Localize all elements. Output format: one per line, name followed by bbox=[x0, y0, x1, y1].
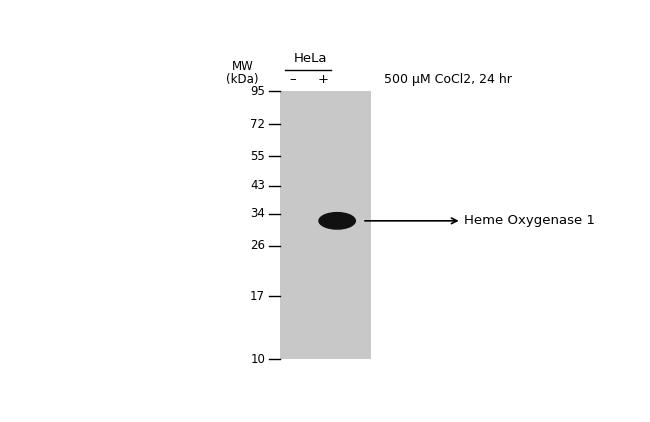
Text: +: + bbox=[318, 73, 328, 87]
Text: 17: 17 bbox=[250, 289, 265, 303]
Text: 26: 26 bbox=[250, 239, 265, 252]
Text: 72: 72 bbox=[250, 118, 265, 131]
Text: 34: 34 bbox=[250, 207, 265, 220]
Text: 10: 10 bbox=[250, 353, 265, 366]
Text: 95: 95 bbox=[250, 85, 265, 98]
Ellipse shape bbox=[318, 212, 356, 230]
Text: HeLa: HeLa bbox=[294, 52, 327, 65]
Text: –: – bbox=[289, 73, 296, 87]
Text: 500 μM CoCl2, 24 hr: 500 μM CoCl2, 24 hr bbox=[384, 73, 512, 87]
Text: MW: MW bbox=[231, 60, 254, 73]
Text: (kDa): (kDa) bbox=[226, 73, 259, 87]
Text: Heme Oxygenase 1: Heme Oxygenase 1 bbox=[464, 214, 595, 227]
Text: 43: 43 bbox=[250, 179, 265, 192]
Text: 55: 55 bbox=[250, 150, 265, 163]
Bar bbox=[280, 91, 371, 360]
